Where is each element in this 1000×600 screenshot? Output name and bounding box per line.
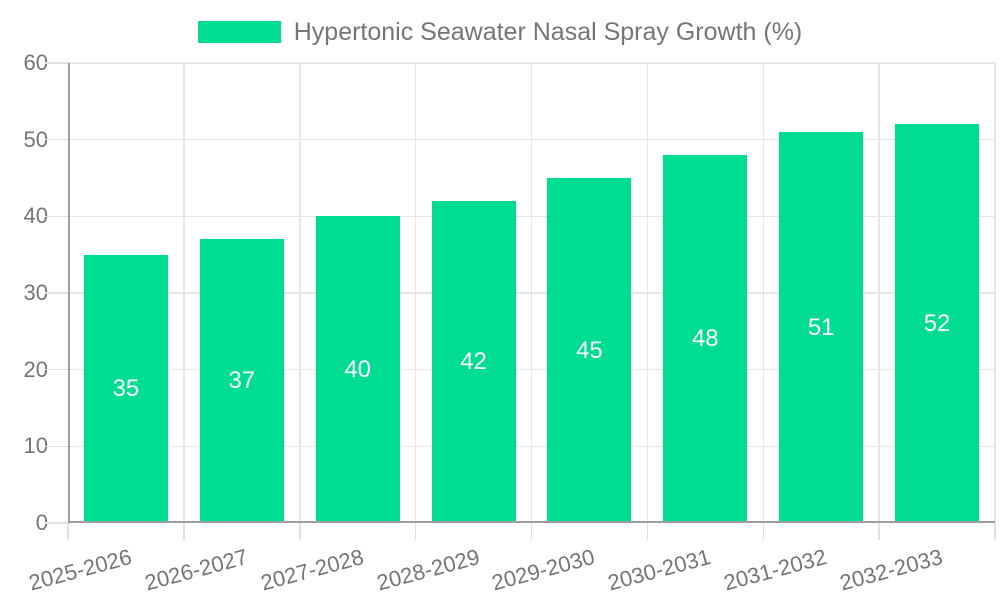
bar: 51 — [779, 132, 864, 523]
y-tick-label: 60 — [23, 50, 48, 75]
legend: Hypertonic Seawater Nasal Spray Growth (… — [0, 18, 1000, 46]
y-tick-mark — [45, 62, 68, 64]
y-axis-line — [68, 63, 70, 523]
bar: 52 — [895, 124, 980, 523]
y-axis-labels: 0 10 20 30 40 50 60 — [0, 50, 48, 535]
bar-value-label: 42 — [460, 348, 487, 375]
y-tick-label: 50 — [23, 126, 48, 152]
bar-value-label: 35 — [112, 374, 140, 402]
x-tick-mark — [530, 523, 533, 540]
x-tick-mark — [183, 523, 185, 540]
gridline-vertical — [878, 63, 880, 523]
gridline-vertical — [646, 63, 649, 523]
x-axis-line — [68, 521, 995, 523]
bar: 35 — [83, 254, 168, 523]
gridline-vertical — [299, 63, 301, 523]
bar-value-label: 48 — [691, 325, 719, 352]
y-tick-label: 0 — [35, 510, 48, 535]
y-tick-mark — [45, 215, 68, 218]
x-tick-mark — [414, 523, 417, 540]
x-tick-mark — [762, 523, 764, 540]
y-tick-mark — [45, 292, 68, 294]
bar-value-label: 52 — [923, 309, 951, 337]
x-tick-mark — [878, 523, 880, 540]
bar: 45 — [547, 178, 632, 523]
bar: 40 — [315, 216, 400, 523]
x-tick-mark — [67, 523, 69, 540]
x-tick-mark — [646, 523, 649, 540]
bar-value-label: 51 — [807, 313, 835, 341]
y-tick-mark — [45, 445, 68, 448]
bar: 37 — [199, 239, 284, 523]
gridline-vertical — [762, 63, 764, 523]
gridline-vertical — [414, 63, 417, 523]
gridline-vertical — [530, 63, 533, 523]
legend-swatch — [197, 21, 281, 43]
y-tick-mark — [45, 522, 68, 524]
plot-area: 35 37 40 42 45 48 51 52 — [68, 62, 996, 523]
bar-value-label: 45 — [576, 336, 603, 364]
y-tick-mark — [45, 138, 68, 141]
y-tick-label: 30 — [23, 280, 48, 305]
y-tick-mark — [45, 368, 68, 371]
x-tick-mark — [994, 523, 996, 540]
y-tick-label: 20 — [23, 356, 48, 382]
gridline-vertical — [994, 63, 996, 523]
legend-label: Hypertonic Seawater Nasal Spray Growth (… — [293, 18, 803, 46]
bar-value-label: 40 — [344, 355, 372, 383]
x-tick-mark — [299, 523, 301, 540]
bar: 42 — [431, 201, 516, 523]
gridline-vertical — [183, 63, 185, 523]
y-tick-label: 40 — [23, 203, 48, 229]
bar-value-label: 37 — [228, 367, 256, 395]
y-tick-label: 10 — [23, 433, 48, 459]
bar: 48 — [663, 155, 748, 523]
